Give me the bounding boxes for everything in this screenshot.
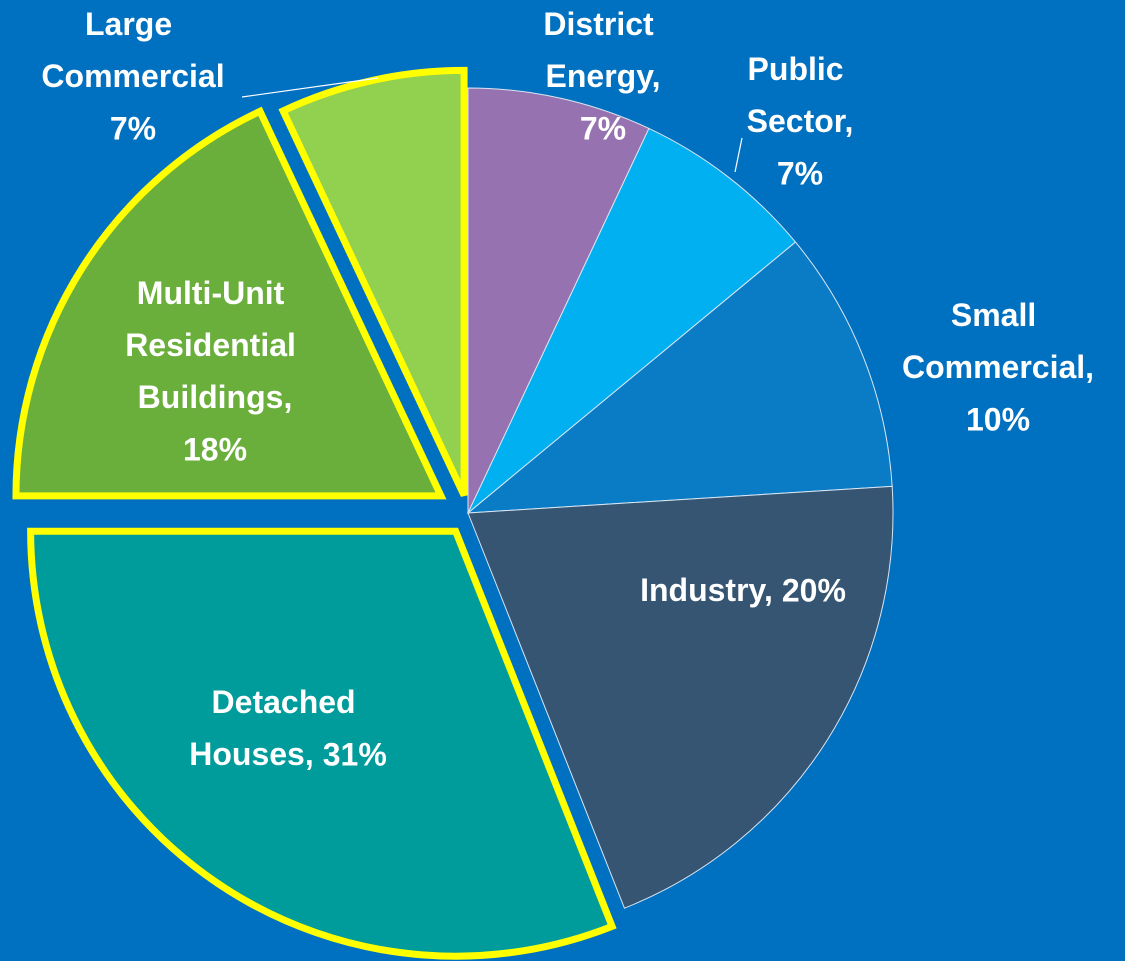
pie-slice	[467, 127, 797, 514]
pie-slice	[27, 527, 617, 960]
label-line: Commercial,	[902, 349, 1094, 385]
value-label: 7%	[580, 110, 626, 146]
label-line: Buildings,	[138, 379, 293, 415]
value-label: 7%	[110, 110, 156, 146]
label-line: Public	[748, 51, 853, 87]
slice-label: District Energy,	[543, 6, 662, 94]
label-line: Large	[85, 6, 181, 42]
pie-slice	[278, 66, 468, 497]
label-line: Houses,	[189, 736, 313, 772]
slice-label: Large Commercial	[41, 6, 224, 94]
value-label: 7%	[777, 155, 823, 191]
label-line: Energy,	[546, 58, 661, 94]
label-line: Residential	[125, 327, 305, 363]
label-line: District	[543, 6, 662, 42]
pie-slice	[467, 485, 894, 909]
label-line: Detached	[212, 684, 365, 720]
value-label: 20%	[782, 572, 846, 608]
leader-line	[241, 77, 379, 98]
slice-label: Small Commercial,	[902, 297, 1094, 385]
leader-line	[734, 137, 743, 173]
slice-label: Detached Houses,	[189, 684, 364, 772]
value-label: 10%	[966, 401, 1030, 437]
pie-slice	[466, 241, 893, 514]
pie-slice	[12, 106, 447, 500]
label-line: Small	[951, 297, 1045, 333]
value-label: 31%	[323, 736, 387, 772]
label-line: Multi-Unit	[137, 275, 293, 311]
label-line: Commercial	[41, 58, 224, 94]
value-label: 18%	[183, 431, 247, 467]
label-line: Sector,	[747, 103, 854, 139]
label-line: Industry,	[640, 572, 773, 608]
pie-slice	[467, 87, 650, 514]
slice-label: Multi-Unit Residential Buildings,	[125, 275, 305, 415]
slice-label: Industry,	[640, 572, 773, 608]
slice-label: Public Sector,	[747, 51, 854, 139]
